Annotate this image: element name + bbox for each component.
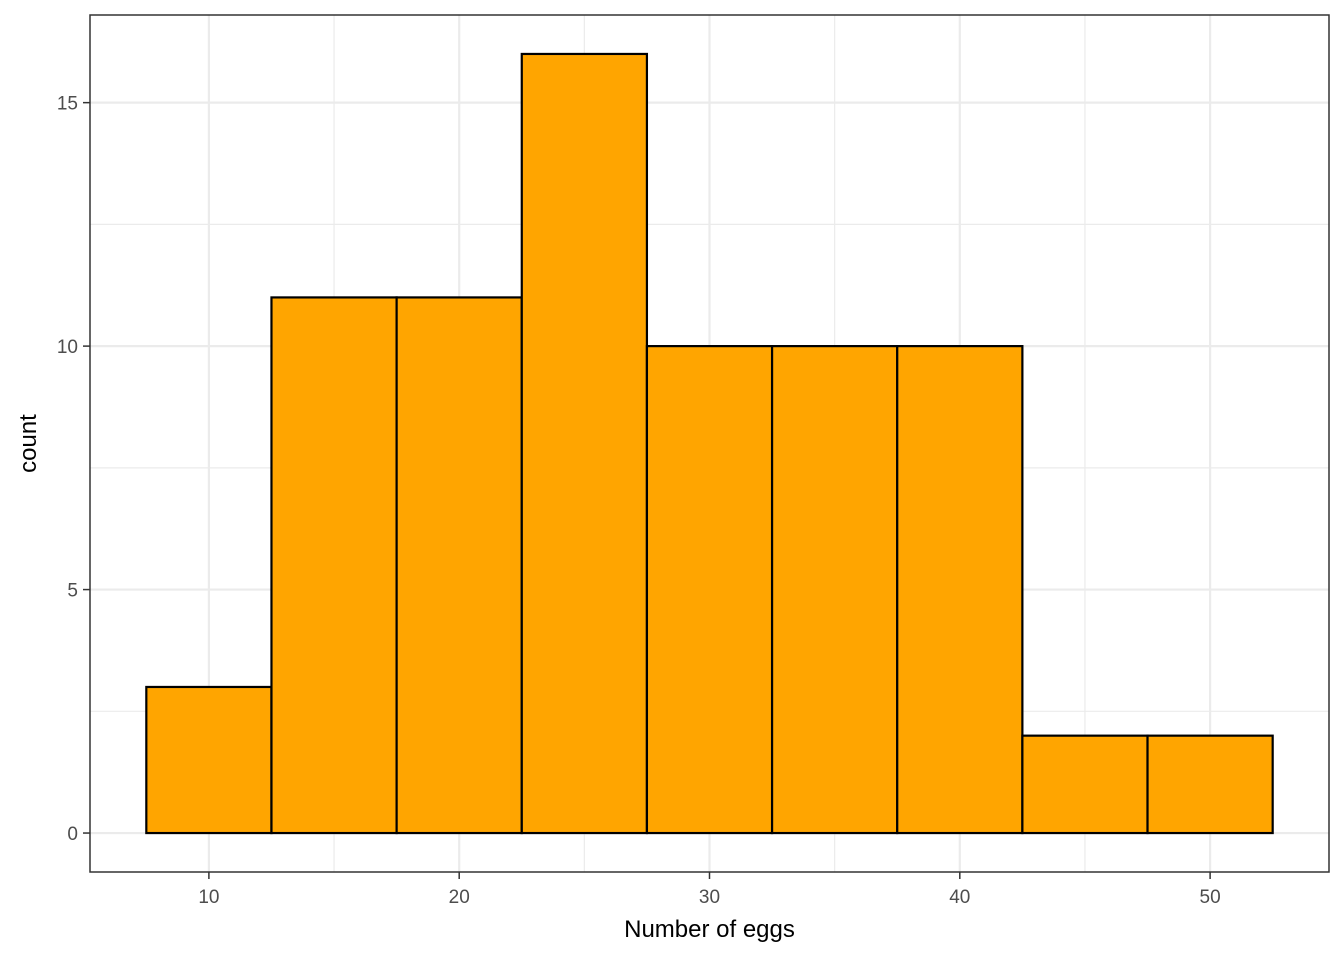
x-tick-label: 50	[1200, 887, 1221, 908]
histogram-bar-6	[770, 345, 899, 835]
histogram-bar-7	[896, 345, 1024, 835]
x-tick-label: 40	[949, 887, 970, 908]
histogram-bar-4	[520, 52, 649, 835]
x-tick-label: 30	[699, 887, 720, 908]
y-tick-label: 0	[67, 824, 78, 845]
y-axis-title: count	[15, 414, 42, 473]
y-axis: 0 5 10 15	[57, 94, 90, 845]
x-tick-label: 10	[198, 887, 219, 908]
histogram-bar-8	[1021, 734, 1149, 835]
histogram-bar-2	[270, 296, 398, 835]
x-axis-title: Number of eggs	[624, 916, 795, 943]
y-tick-label: 10	[57, 337, 78, 358]
y-tick-label: 15	[57, 94, 78, 115]
histogram-bars	[145, 52, 1274, 835]
y-tick-label: 5	[67, 581, 78, 602]
x-axis: 10 20 30 40 50	[198, 872, 1221, 908]
histogram-bar-5	[645, 345, 774, 835]
histogram-bar-3	[395, 296, 523, 835]
histogram-bar-9	[1146, 734, 1274, 835]
x-tick-label: 20	[449, 887, 470, 908]
histogram-bar-1	[145, 685, 273, 835]
